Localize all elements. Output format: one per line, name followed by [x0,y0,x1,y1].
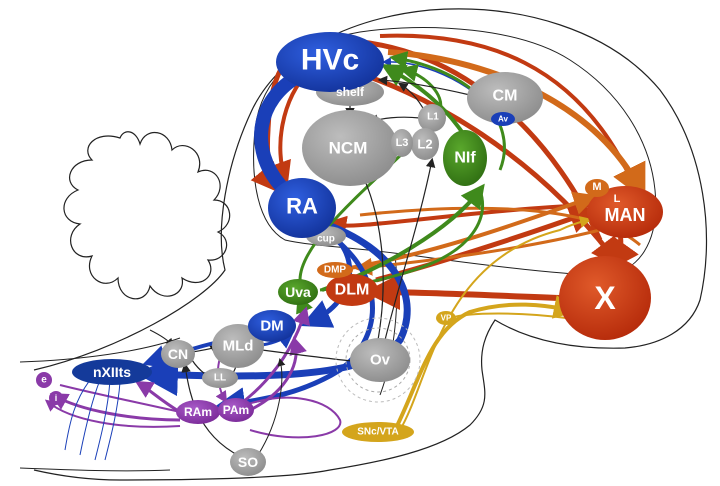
x-nucleus [559,256,651,340]
pam-nucleus [218,398,254,422]
purple-arrow-pam-to-dm [249,336,307,412]
ram-nucleus [176,400,220,424]
nxiits-label: nXIIts [93,364,131,380]
so-nucleus [230,448,266,476]
av-nucleus [491,112,515,126]
dlm-label: DLM [335,282,370,299]
cup-label: cup [317,234,335,245]
dlm-nucleus [326,274,378,306]
mld-label: MLd [223,338,254,355]
cm-nucleus [467,72,543,124]
cerebellum [63,131,231,300]
black-arrow-so-to-mld [257,358,286,456]
gold-arrow-snc-to-x [393,295,578,431]
e-label: e [41,375,47,386]
hvc-label: HVc [301,44,359,77]
dm-nucleus [248,310,296,342]
purple-arrow-ram-to-nxiits [134,380,181,414]
pam-label: PAm [223,403,249,417]
dmp-nucleus [317,262,353,278]
l3-nucleus [391,129,413,157]
l1-nucleus [418,104,446,132]
hvc-nucleus [276,32,384,92]
purple-loop-pam [244,396,342,439]
orange-arrow-man-to-dmp [354,228,601,276]
telencephalon-boundary [253,27,657,276]
snc-vta-nucleus [342,422,414,442]
nif-label: NIf [454,150,476,167]
shelf-label: shelf [336,85,365,99]
vp-label: VP [441,314,452,323]
blue-arrow-ra-to-ram [215,233,375,418]
i-label: i [55,393,58,403]
man-nucleus [587,186,663,238]
purple-arrow-ram-to-resp [49,393,181,422]
purple-arrow-pam-to-resp [44,399,181,428]
ll-nucleus [202,368,238,388]
man-label: MAN [605,205,646,225]
black-arrow-cm-to-hvc [377,75,471,96]
uva-nucleus [278,279,318,305]
red-arrow-x-to-dlm [364,274,561,311]
vp-nucleus [436,311,456,325]
uva-label: Uva [285,284,311,300]
dmp-label: DMP [324,265,347,276]
mld-nucleus [212,324,264,368]
m-label: M [592,181,601,193]
av-label: Av [498,115,508,124]
blue-arrow-hvc-to-ra-thick [254,68,307,192]
ra-nucleus [268,178,336,238]
ncm-nucleus [302,110,398,186]
ncm-label: NCM [329,139,368,158]
e-nucleus [36,372,52,388]
black-arrow-ov-to-l2 [384,157,436,341]
gold-arrow-vp-to-x [449,312,567,319]
snc-vta-label: SNc/VTA [357,427,399,438]
x-label: X [594,280,616,316]
cm-label: CM [493,88,518,105]
purple-arrow-resp-to-ram [59,384,181,413]
l3-label: L3 [396,137,409,149]
nxiits-nucleus [72,359,152,385]
nerve-fibers [64,379,121,461]
i-nucleus [49,391,63,405]
green-arrow-nif-to-hvc [380,64,464,134]
so-label: SO [238,454,258,470]
ov-label: Ov [370,352,391,369]
ll-label: LL [214,373,226,384]
m-nucleus [585,179,609,197]
black-arrow-ov-to-ncm [358,167,384,341]
nif-nucleus [443,130,487,186]
l2-label: L2 [417,137,432,152]
l1-label: L1 [427,112,439,123]
gold-arrow-snc-to-man [399,216,592,431]
dm-label: DM [260,318,283,335]
l2-nucleus [411,128,439,160]
cn-nucleus [161,340,195,368]
ra-label: RA [286,194,318,219]
ram-label: RAm [184,405,212,419]
l-label: L [614,193,621,205]
ov-nucleus [350,338,410,382]
labels: HVc shelf CM Av NCM L1 L2 L3 NIf RA cup … [41,44,645,471]
red-arrow-man-to-ra [322,203,591,240]
cn-label: CN [168,346,188,362]
